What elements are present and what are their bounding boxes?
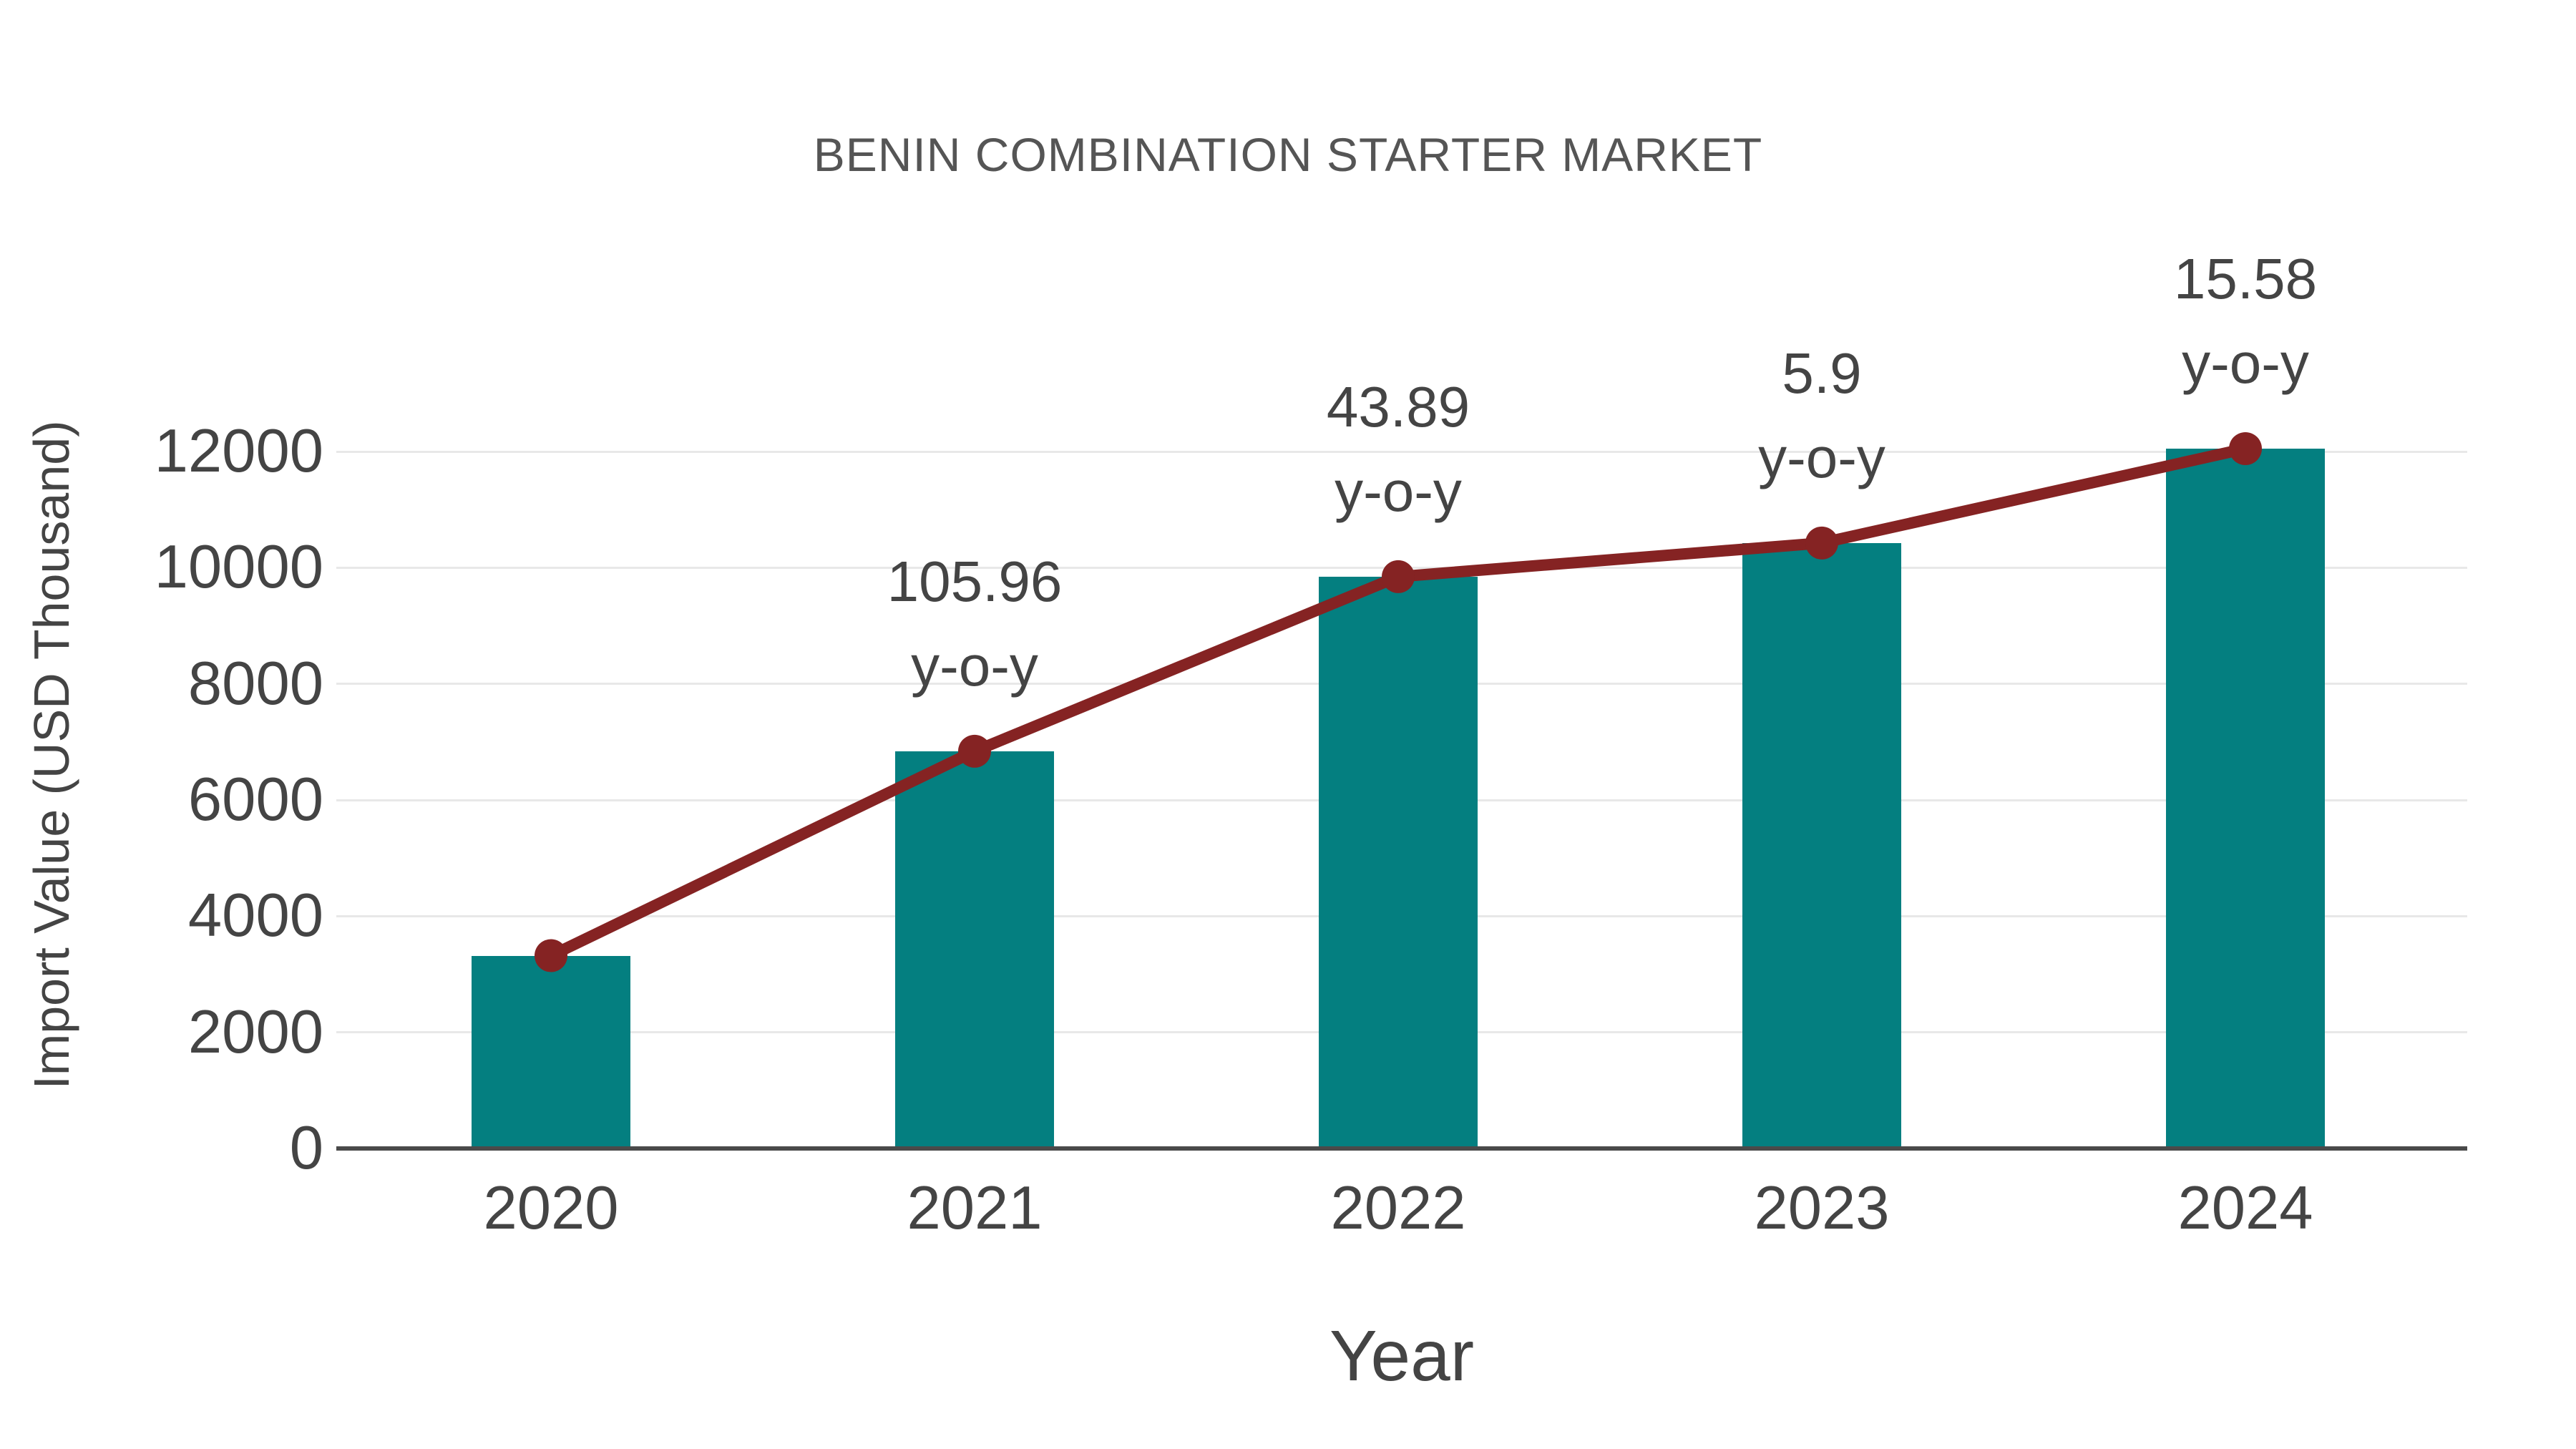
annotation-suffix: y-o-y — [2182, 331, 2309, 395]
bar-2024 — [2166, 448, 2325, 1148]
x-tick-label-2023: 2023 — [1754, 1174, 1890, 1242]
annotation-suffix: y-o-y — [1758, 425, 1885, 489]
x-tick-label-2020: 2020 — [483, 1174, 619, 1242]
annotation-2022: 43.89 y-o-y — [1169, 365, 1627, 534]
annotation-2023: 5.9 y-o-y — [1593, 331, 2051, 500]
y-tick-label-12000: 12000 — [154, 417, 323, 485]
x-tick-label-2024: 2024 — [2177, 1174, 2313, 1242]
annotation-value: 43.89 — [1326, 374, 1470, 439]
bar-2021 — [895, 751, 1054, 1148]
y-tick-label-0: 0 — [289, 1114, 323, 1182]
annotation-value: 5.9 — [1782, 341, 1862, 405]
x-axis-title: Year — [1329, 1316, 1475, 1396]
annotation-2024: 15.58 y-o-y — [2016, 237, 2474, 406]
bar-2020 — [472, 955, 630, 1148]
chart-title: BENIN COMBINATION STARTER MARKET — [813, 128, 1763, 181]
y-tick-label-10000: 10000 — [154, 533, 323, 602]
x-axis-line — [336, 1146, 2467, 1151]
annotation-value: 15.58 — [2173, 246, 2318, 311]
bar-2022 — [1319, 576, 1478, 1148]
y-tick-label-2000: 2000 — [187, 997, 323, 1066]
x-tick-label-2022: 2022 — [1330, 1174, 1466, 1242]
annotation-value: 105.96 — [887, 549, 1063, 613]
annotation-suffix: y-o-y — [911, 633, 1038, 698]
annotation-suffix: y-o-y — [1335, 459, 1462, 523]
y-tick-label-6000: 6000 — [187, 766, 323, 834]
y-tick-label-4000: 4000 — [187, 882, 323, 950]
y-tick-label-8000: 8000 — [187, 649, 323, 718]
x-tick-label-2021: 2021 — [907, 1174, 1043, 1242]
gridline-10000 — [336, 566, 2467, 569]
bar-2023 — [1742, 542, 1901, 1148]
annotation-2021: 105.96 y-o-y — [746, 540, 1204, 708]
